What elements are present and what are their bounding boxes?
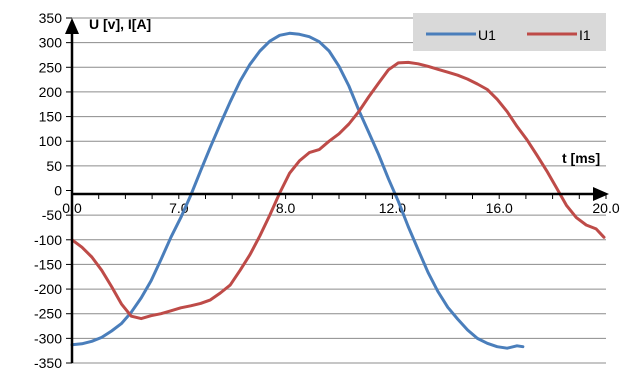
y-tick-label: -100 <box>34 232 62 248</box>
x-tick-label: 20.0 <box>592 200 619 216</box>
y-tick-label: 0 <box>54 183 62 199</box>
series-line-i1 <box>70 60 606 321</box>
gridlines <box>66 17 607 364</box>
y-axis-label: U [v], I[A] <box>89 16 151 32</box>
y-tick-label: -350 <box>34 355 62 371</box>
x-tick-label: 16.0 <box>486 200 513 216</box>
legend-box <box>413 13 606 51</box>
y-tick-label: 200 <box>39 84 63 100</box>
y-tick-label: 250 <box>39 59 63 75</box>
x-axis-arrow <box>593 187 609 201</box>
legend-label-i1: I1 <box>579 27 591 43</box>
y-tick-labels: 350 300 250 200 150 100 50 0 -50 -100 -150 -200 -250… <box>34 10 62 371</box>
y-tick-label: -50 <box>42 207 62 223</box>
series-line-u1 <box>70 31 525 350</box>
y-tick-label: -150 <box>34 256 62 272</box>
x-tick-label: 8.0 <box>276 200 296 216</box>
y-axis-arrow <box>65 18 79 34</box>
y-tick-label: 350 <box>39 10 63 26</box>
y-tick-label: 100 <box>39 133 63 149</box>
series-lines <box>70 31 606 350</box>
y-tick-label: -300 <box>34 330 62 346</box>
y-tick-label: -250 <box>34 306 62 322</box>
legend: U1 I1 <box>413 13 606 51</box>
y-tick-label: 50 <box>46 158 62 174</box>
y-tick-label: 150 <box>39 109 63 125</box>
x-axis-label: t [ms] <box>562 150 600 166</box>
x-tick-labels: 0.07.08.012.016.020.0 <box>62 200 620 216</box>
axes <box>65 18 609 363</box>
legend-label-u1: U1 <box>478 27 496 43</box>
y-tick-label: -200 <box>34 281 62 297</box>
y-tick-label: 300 <box>39 35 63 51</box>
